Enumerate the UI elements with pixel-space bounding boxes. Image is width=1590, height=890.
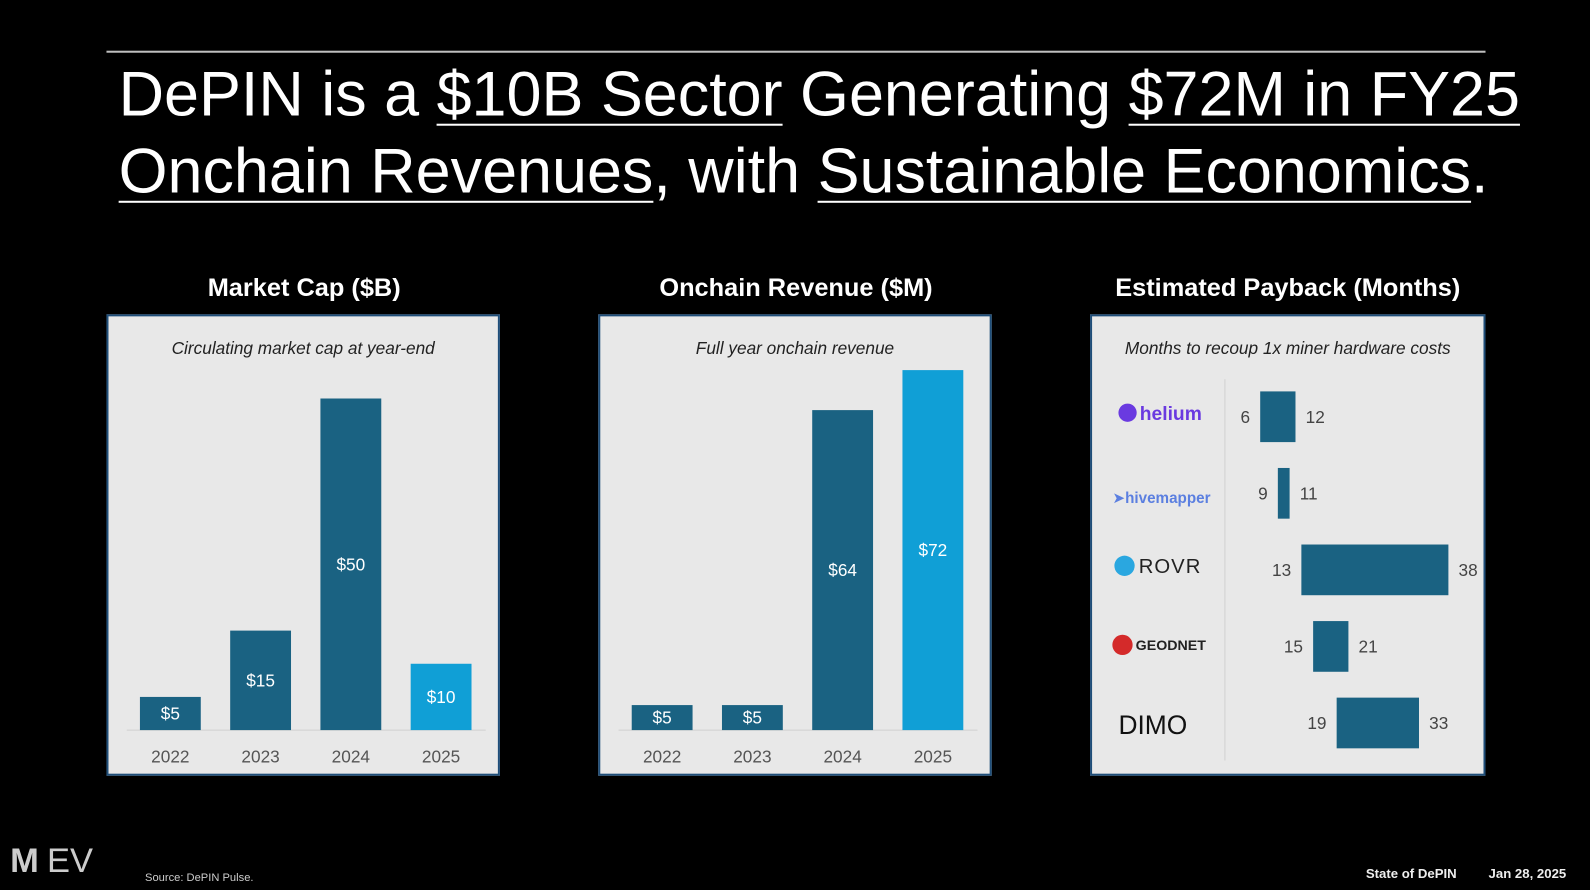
- rovr-logo: ROVR: [1114, 555, 1202, 579]
- chart-title-market-cap: Market Cap ($B): [207, 273, 401, 303]
- geodnet-icon: [1112, 634, 1133, 656]
- dimo-logo: DIMO: [1118, 709, 1188, 741]
- high-label: 12: [1306, 407, 1325, 427]
- geodnet-logo: GEODNET: [1112, 634, 1206, 656]
- data-label: $10: [427, 687, 456, 707]
- ev-label: EV: [46, 841, 93, 881]
- low-label: 9: [1258, 483, 1268, 503]
- chart-title-revenue: Onchain Revenue ($M): [659, 273, 933, 303]
- low-label: 13: [1272, 560, 1291, 580]
- revenue-chart: Full year onchain revenue $5 2022 $5 2023 $6…: [598, 314, 992, 776]
- x-tick-label: 2023: [733, 747, 771, 767]
- chart-subtitle: Months to recoup 1x miner hardware costs: [1124, 338, 1451, 358]
- high-label: 21: [1359, 637, 1378, 657]
- title-text: Generating: [782, 59, 1129, 130]
- ev-logo: M EV: [10, 842, 93, 882]
- m-logo-icon: M: [10, 841, 39, 881]
- deck-name: State of DePIN: [1365, 865, 1457, 882]
- range-bar-hivemapper: [1277, 467, 1290, 519]
- bar-2025: [902, 370, 964, 731]
- range-bar-GEODNET: [1313, 621, 1349, 672]
- hivemapper-logo: ➤hivemapper: [1112, 489, 1210, 507]
- chart-title-payback: Estimated Payback (Months): [1115, 273, 1461, 303]
- title-text: DePIN is a: [118, 59, 437, 130]
- rovr-label: ROVR: [1138, 555, 1202, 578]
- hivemapper-label: hivemapper: [1125, 489, 1211, 508]
- title-highlight: Onchain Revenues: [118, 136, 654, 207]
- helium-label: helium: [1139, 403, 1202, 425]
- bar-2022: [139, 696, 201, 731]
- title-highlight: $72M in FY25: [1128, 59, 1520, 130]
- bar-2024: [320, 398, 382, 731]
- data-label: $64: [828, 560, 857, 580]
- deck-date: Jan 28, 2025: [1488, 865, 1567, 882]
- title-highlight: Sustainable Economics: [817, 136, 1472, 207]
- chart-subtitle: Circulating market cap at year-end: [171, 338, 435, 358]
- helium-icon: [1118, 403, 1137, 422]
- title-highlight: $10B Sector: [436, 59, 783, 130]
- high-label: 11: [1300, 483, 1318, 503]
- bar-plot: $5 2022 $15 2023 $50 2024 $10 2025: [126, 398, 486, 767]
- low-label: 6: [1240, 407, 1250, 427]
- high-label: 38: [1459, 560, 1478, 580]
- chart-subtitle: Full year onchain revenue: [695, 338, 895, 358]
- source-note: Source: DePIN Pulse.: [145, 872, 254, 885]
- geodnet-label: GEODNET: [1135, 636, 1206, 654]
- slide-title: DePIN is a $10B Sector Generating $72M i…: [119, 57, 1520, 211]
- hivemapper-icon: ➤: [1112, 489, 1126, 508]
- range-bar-plot: 6 12 9 11 13 38 15 21 19 33: [1224, 379, 1478, 761]
- helium-logo: helium: [1118, 403, 1202, 426]
- high-label: 33: [1429, 713, 1448, 733]
- data-label: $5: [653, 708, 672, 728]
- range-bar-DIMO: [1336, 697, 1419, 749]
- x-tick-label: 2024: [332, 747, 371, 767]
- data-label: $72: [919, 540, 948, 560]
- bar-2022: [631, 705, 693, 731]
- low-label: 19: [1307, 713, 1326, 733]
- range-bar-ROVR: [1301, 544, 1449, 596]
- bar-2023: [721, 705, 783, 731]
- x-tick-label: 2025: [422, 747, 460, 767]
- title-rule: [106, 50, 1486, 53]
- data-label: $5: [743, 708, 762, 728]
- low-label: 15: [1284, 637, 1303, 657]
- data-label: $5: [161, 704, 180, 724]
- bar-2023: [230, 630, 292, 731]
- market-cap-chart: Circulating market cap at year-end $5 202…: [106, 314, 500, 776]
- rovr-icon: [1114, 555, 1135, 576]
- x-tick-label: 2025: [914, 747, 952, 767]
- title-text: , with: [653, 136, 818, 207]
- bar-2025: [410, 663, 472, 731]
- title-text: .: [1471, 136, 1489, 207]
- range-bar-helium: [1260, 391, 1296, 443]
- bar-2024: [812, 410, 874, 731]
- x-tick-label: 2023: [241, 747, 279, 767]
- payback-chart: Months to recoup 1x miner hardware costs…: [1090, 314, 1486, 776]
- x-tick-label: 2022: [643, 747, 681, 767]
- data-label: $50: [336, 554, 365, 574]
- x-tick-label: 2024: [823, 747, 862, 767]
- data-label: $15: [246, 670, 275, 690]
- x-tick-label: 2022: [151, 747, 189, 767]
- bar-plot: $5 2022 $5 2023 $64 2024 $72 2025: [618, 370, 978, 767]
